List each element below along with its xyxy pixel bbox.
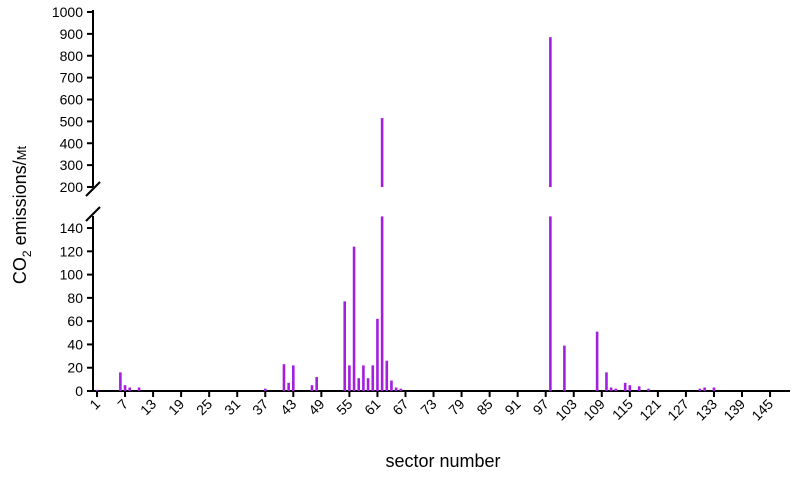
y-tick-label: 500 xyxy=(60,113,84,129)
x-tick-label: 121 xyxy=(636,396,664,424)
y-tick-label: 1000 xyxy=(52,4,83,20)
bar xyxy=(263,388,267,391)
y-tick-label: 40 xyxy=(67,336,83,352)
bar xyxy=(380,216,384,391)
y-axis-label: CO2 emissions/Mt xyxy=(10,146,34,285)
bar xyxy=(563,345,566,391)
bar xyxy=(614,388,618,391)
bar xyxy=(95,389,99,391)
y-label-part: emissions/ xyxy=(10,160,30,250)
x-tick-label: 43 xyxy=(277,396,299,418)
bar xyxy=(637,386,641,391)
bar xyxy=(647,388,650,391)
bar xyxy=(343,301,347,391)
x-tick-label: 79 xyxy=(445,396,467,418)
bar xyxy=(623,382,627,391)
y-tick-label: 200 xyxy=(60,179,84,195)
x-tick-label: 133 xyxy=(692,396,720,424)
x-tick-label: 103 xyxy=(552,396,580,424)
x-tick-label: 37 xyxy=(249,396,271,418)
bar xyxy=(712,387,716,391)
x-tick-label: 49 xyxy=(305,396,327,418)
bar xyxy=(399,388,403,391)
x-tick-label: 109 xyxy=(580,396,608,424)
bar xyxy=(123,385,127,391)
bar xyxy=(366,378,370,391)
x-tick-label: 55 xyxy=(333,396,355,418)
y-label-sub: 2 xyxy=(20,250,34,257)
bar xyxy=(357,378,361,391)
bar xyxy=(128,387,132,391)
bar xyxy=(595,331,599,391)
bar xyxy=(310,385,314,391)
x-tick-label: 145 xyxy=(748,396,776,424)
bar xyxy=(362,365,365,391)
x-tick-label: 19 xyxy=(165,396,187,418)
x-tick-label: 67 xyxy=(389,396,411,418)
bar-upper xyxy=(380,118,384,187)
y-tick-label: 700 xyxy=(60,70,84,86)
bar xyxy=(549,216,552,391)
bar xyxy=(292,365,295,391)
bar xyxy=(119,372,122,391)
x-tick-label: 97 xyxy=(529,396,551,418)
bar-upper xyxy=(549,37,552,187)
y-tick-label: 60 xyxy=(67,313,83,329)
y-tick-label: 900 xyxy=(60,26,84,42)
x-tick-label: 91 xyxy=(501,396,523,418)
y-tick-label: 300 xyxy=(60,157,84,173)
y-tick-label: 120 xyxy=(60,243,84,259)
bar xyxy=(394,387,398,391)
y-tick-label: 140 xyxy=(60,220,84,236)
x-tick-label: 7 xyxy=(114,396,131,413)
axis-break xyxy=(85,206,101,222)
bar xyxy=(698,388,702,391)
y-tick-label: 600 xyxy=(60,92,84,108)
bar xyxy=(315,377,318,391)
bar xyxy=(348,365,351,391)
bar xyxy=(703,387,706,391)
bar xyxy=(609,387,613,391)
y-label-part: CO xyxy=(10,257,30,284)
y-tick-label: 400 xyxy=(60,135,84,151)
x-tick-label: 25 xyxy=(193,396,215,418)
bar xyxy=(628,385,632,391)
bar xyxy=(282,364,286,391)
x-tick-label: 115 xyxy=(609,396,636,423)
y-tick-label: 20 xyxy=(67,360,83,376)
axis-break xyxy=(85,181,101,197)
x-tick-label: 139 xyxy=(720,396,748,424)
bar xyxy=(390,380,393,391)
x-tick-label: 85 xyxy=(473,396,495,418)
bar xyxy=(605,372,608,391)
bar xyxy=(287,382,290,391)
bar xyxy=(137,387,141,391)
x-tick-label: 61 xyxy=(361,396,383,418)
bar xyxy=(371,365,375,391)
x-tick-label: 73 xyxy=(417,396,439,418)
x-tick-label: 31 xyxy=(221,396,243,418)
y-tick-label: 0 xyxy=(75,383,83,399)
y-tick-label: 80 xyxy=(67,290,83,306)
y-label-unit: Mt xyxy=(14,146,29,161)
bar xyxy=(376,318,379,391)
bar xyxy=(352,246,356,391)
bar xyxy=(385,360,389,391)
x-tick-label: 127 xyxy=(664,396,692,424)
x-axis-label: sector number xyxy=(385,451,500,471)
y-tick-label: 800 xyxy=(60,48,84,64)
y-tick-label: 100 xyxy=(60,267,84,283)
x-tick-label: 1 xyxy=(86,396,103,413)
x-tick-label: 13 xyxy=(137,396,159,418)
